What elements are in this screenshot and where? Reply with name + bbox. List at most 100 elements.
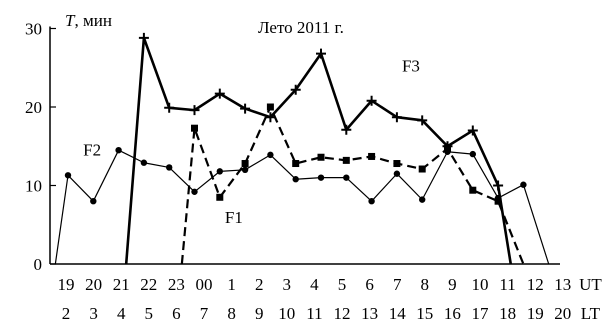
series-labels: F1 F2 F3 <box>83 57 420 228</box>
data-point <box>216 193 224 201</box>
x-tick-label-ut: 00 <box>196 275 213 294</box>
x-tick-label-ut: 7 <box>393 275 402 294</box>
data-point <box>267 151 274 159</box>
data-point <box>368 198 375 205</box>
x-tick-label-ut: 10 <box>472 275 489 294</box>
axes <box>49 26 560 265</box>
data-point <box>467 125 478 136</box>
x-tick-label-lt: 14 <box>389 304 407 323</box>
data-point <box>214 88 225 99</box>
data-point <box>191 188 198 195</box>
data-point <box>417 115 428 126</box>
x-tick-label-lt: 19 <box>527 304 544 323</box>
series-f2 <box>54 146 550 265</box>
x-axis-ut-unit: UT <box>579 275 602 294</box>
x-tick-label-ut: 13 <box>554 275 571 294</box>
y-tick-label: 10 <box>25 177 42 196</box>
x-tick-label-ut: 8 <box>421 275 430 294</box>
data-point <box>368 152 376 160</box>
x-tick-labels: 19 20 21 22 23 00 1 2 3 4 5 6 7 8 9 10 11 12 13 UT2 3 4 5 6 7 8 9 1… <box>58 275 603 323</box>
data-point <box>64 172 72 179</box>
y-axis-title: T, мин <box>65 11 112 30</box>
y-tick-label: 30 <box>25 20 42 39</box>
data-point <box>317 153 325 161</box>
data-point <box>469 186 477 194</box>
chart-title: Лето 2011 г. <box>258 18 344 37</box>
x-tick-label-ut: 4 <box>310 275 319 294</box>
data-point <box>191 124 198 132</box>
series-f3 <box>124 32 513 265</box>
data-point <box>266 103 274 111</box>
data-point <box>418 165 426 173</box>
data-point <box>241 160 249 168</box>
data-point <box>419 196 426 203</box>
x-tick-label-lt: 20 <box>554 304 571 323</box>
data-point <box>90 198 97 205</box>
data-point <box>240 103 251 114</box>
series-label-f1: F1 <box>225 208 243 227</box>
x-tick-label-ut: 6 <box>365 275 374 294</box>
data-point <box>115 146 122 154</box>
x-axis-lt-unit: LT <box>581 304 601 323</box>
data-point <box>442 141 453 152</box>
data-point <box>216 168 223 175</box>
x-tick-label-ut: 22 <box>140 275 157 294</box>
x-tick-label-lt: 2 <box>62 304 71 323</box>
x-tick-label-ut: 19 <box>58 275 75 294</box>
data-point <box>469 150 476 158</box>
y-axis-symbol: T <box>65 11 76 30</box>
x-tick-label-lt: 12 <box>334 304 351 323</box>
x-tick-label-lt: 10 <box>278 304 295 323</box>
data-point <box>520 181 527 188</box>
data-point <box>140 159 148 166</box>
data-point <box>341 124 352 135</box>
data-point <box>164 102 175 113</box>
x-tick-label-ut: 23 <box>168 275 185 294</box>
data-point <box>138 32 149 43</box>
x-tick-label-ut: 20 <box>85 275 102 294</box>
data-point <box>166 164 173 171</box>
x-tick-label-ut: 1 <box>227 275 236 294</box>
data-point <box>393 160 401 168</box>
x-tick-label-lt: 8 <box>227 304 236 323</box>
series-layer <box>54 32 550 265</box>
x-tick-label-ut: 2 <box>255 275 264 294</box>
x-tick-label-lt: 13 <box>361 304 378 323</box>
x-tick-label-lt: 16 <box>444 304 461 323</box>
x-tick-label-ut: 11 <box>499 275 515 294</box>
x-tick-label-ut: 9 <box>448 275 457 294</box>
x-tick-label-lt: 11 <box>306 304 322 323</box>
y-tick-label: 20 <box>25 98 42 117</box>
x-tick-label-ut: 5 <box>338 275 347 294</box>
y-tick-label: 0 <box>34 255 43 274</box>
x-tick-label-lt: 6 <box>172 304 181 323</box>
series-label-f2: F2 <box>83 141 101 160</box>
x-tick-label-lt: 7 <box>200 304 209 323</box>
x-tick-label-lt: 5 <box>145 304 154 323</box>
x-tick-label-lt: 4 <box>117 304 126 323</box>
data-point <box>290 84 301 95</box>
series-label-f3: F3 <box>402 57 420 76</box>
x-tick-label-lt: 9 <box>255 304 264 323</box>
data-point <box>393 170 401 177</box>
data-point <box>241 166 249 173</box>
series-line-f3 <box>124 36 513 265</box>
data-point <box>391 112 402 123</box>
x-tick-label-lt: 3 <box>89 304 98 323</box>
x-tick-label-lt: 17 <box>472 304 490 323</box>
data-point <box>265 112 276 123</box>
data-point <box>189 105 200 116</box>
data-point <box>444 148 451 155</box>
data-point <box>292 160 300 168</box>
x-tick-label-ut: 21 <box>113 275 130 294</box>
x-tick-label-ut: 3 <box>283 275 292 294</box>
data-point <box>342 156 350 164</box>
data-point <box>317 174 325 181</box>
data-point <box>366 95 377 106</box>
data-point <box>493 180 504 191</box>
data-point <box>316 48 326 59</box>
data-point <box>292 176 299 183</box>
y-axis-unit: , мин <box>74 11 111 30</box>
y-ticks: 0 10 20 30 <box>25 20 56 274</box>
